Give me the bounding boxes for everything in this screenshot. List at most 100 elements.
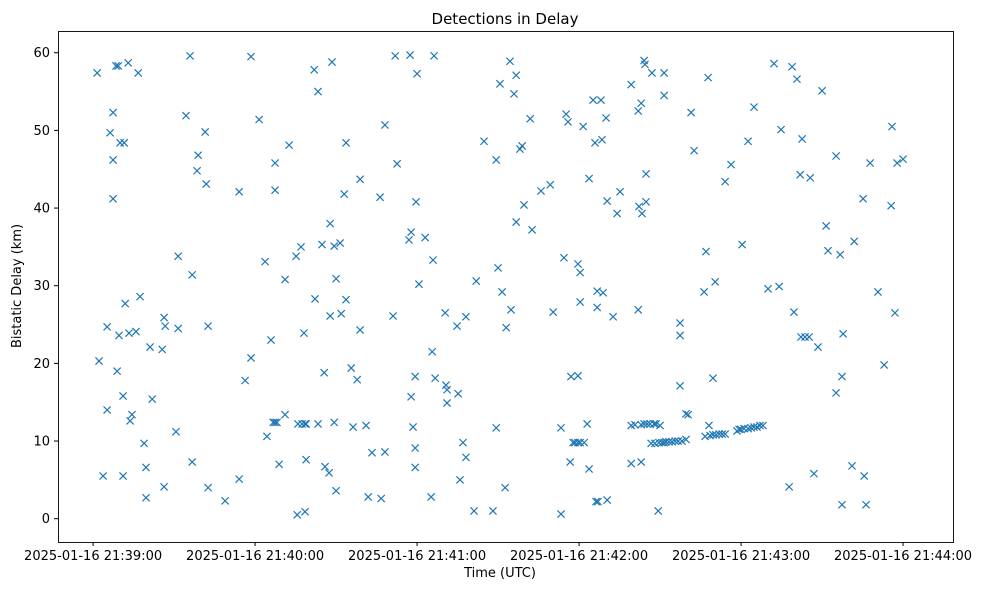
data-point bbox=[850, 237, 859, 246]
data-point bbox=[112, 61, 121, 70]
data-point bbox=[647, 68, 656, 77]
data-point bbox=[202, 179, 211, 189]
data-point bbox=[880, 360, 889, 369]
data-point bbox=[654, 506, 663, 515]
data-point bbox=[492, 155, 501, 164]
data-point bbox=[576, 298, 585, 307]
data-point bbox=[336, 238, 345, 248]
data-point bbox=[340, 190, 349, 199]
data-point bbox=[602, 113, 611, 123]
data-point bbox=[681, 435, 691, 444]
data-point bbox=[563, 117, 573, 126]
data-point bbox=[501, 483, 510, 492]
data-point bbox=[580, 438, 589, 447]
data-point bbox=[640, 60, 649, 69]
y-axis-label: Bistatic Delay (km) bbox=[10, 224, 25, 348]
data-point bbox=[643, 419, 652, 428]
data-point bbox=[526, 114, 535, 123]
data-point bbox=[528, 225, 537, 234]
data-point bbox=[140, 439, 149, 448]
data-point bbox=[687, 108, 696, 117]
data-point bbox=[109, 108, 118, 117]
data-point bbox=[411, 444, 420, 453]
data-point bbox=[93, 68, 102, 77]
data-point bbox=[806, 173, 815, 182]
data-point bbox=[127, 410, 137, 419]
data-point bbox=[566, 457, 575, 467]
data-point bbox=[194, 151, 203, 160]
data-point bbox=[269, 418, 278, 427]
data-point bbox=[634, 305, 643, 314]
data-point bbox=[573, 438, 583, 447]
data-point bbox=[99, 471, 108, 481]
data-point bbox=[860, 471, 869, 481]
data-point bbox=[266, 336, 276, 345]
data-point bbox=[109, 155, 118, 164]
data-point bbox=[676, 381, 685, 390]
data-point bbox=[603, 496, 612, 505]
data-point bbox=[585, 464, 594, 474]
data-point bbox=[241, 376, 250, 385]
data-point bbox=[332, 274, 341, 283]
data-point bbox=[492, 423, 501, 432]
data-point bbox=[293, 419, 303, 428]
data-point bbox=[407, 228, 416, 237]
data-point bbox=[593, 303, 602, 312]
data-point bbox=[755, 421, 764, 430]
data-point bbox=[573, 259, 583, 269]
data-point bbox=[488, 506, 497, 515]
data-point bbox=[271, 186, 280, 195]
data-point bbox=[727, 160, 736, 169]
data-point bbox=[413, 69, 422, 78]
data-point bbox=[116, 138, 125, 147]
data-point bbox=[711, 277, 720, 286]
data-point bbox=[873, 287, 882, 296]
data-point bbox=[642, 169, 651, 178]
data-point bbox=[832, 388, 841, 397]
data-point bbox=[261, 257, 270, 266]
data-point bbox=[325, 468, 334, 477]
data-point bbox=[630, 420, 639, 429]
data-point bbox=[441, 308, 450, 317]
y-tick-label: 40 bbox=[33, 202, 50, 217]
data-point bbox=[801, 332, 810, 342]
data-point bbox=[407, 392, 416, 401]
data-point bbox=[389, 311, 398, 321]
y-tick-label: 20 bbox=[33, 357, 50, 372]
x-tick-label: 2025-01-16 21:43:00 bbox=[672, 549, 810, 564]
data-point bbox=[796, 332, 806, 342]
data-point bbox=[188, 270, 197, 279]
data-point bbox=[839, 329, 848, 338]
data-point bbox=[411, 463, 420, 472]
data-point bbox=[272, 418, 281, 427]
x-tick-label: 2025-01-16 21:42:00 bbox=[510, 549, 648, 564]
data-point bbox=[660, 91, 669, 100]
data-point bbox=[414, 280, 423, 289]
data-point bbox=[519, 200, 529, 209]
data-point bbox=[356, 175, 365, 184]
data-point bbox=[798, 134, 807, 143]
data-point bbox=[119, 471, 128, 481]
data-point bbox=[431, 374, 440, 383]
data-point bbox=[593, 497, 602, 506]
data-point bbox=[637, 99, 646, 108]
data-point bbox=[715, 430, 724, 439]
data-point bbox=[311, 294, 320, 303]
data-point bbox=[103, 405, 112, 415]
data-point bbox=[103, 322, 112, 331]
data-point bbox=[613, 209, 622, 218]
data-point bbox=[536, 186, 546, 196]
data-point bbox=[507, 305, 516, 314]
data-point bbox=[549, 308, 558, 317]
data-point bbox=[342, 295, 351, 304]
data-point bbox=[498, 287, 507, 296]
data-point bbox=[411, 197, 421, 206]
data-point bbox=[380, 447, 389, 456]
data-point bbox=[650, 419, 659, 428]
data-point bbox=[609, 312, 618, 321]
data-point bbox=[671, 437, 680, 446]
x-tick-label: 2025-01-16 21:41:00 bbox=[348, 549, 486, 564]
data-point bbox=[136, 292, 145, 301]
data-point bbox=[737, 425, 746, 434]
data-point bbox=[124, 329, 134, 338]
